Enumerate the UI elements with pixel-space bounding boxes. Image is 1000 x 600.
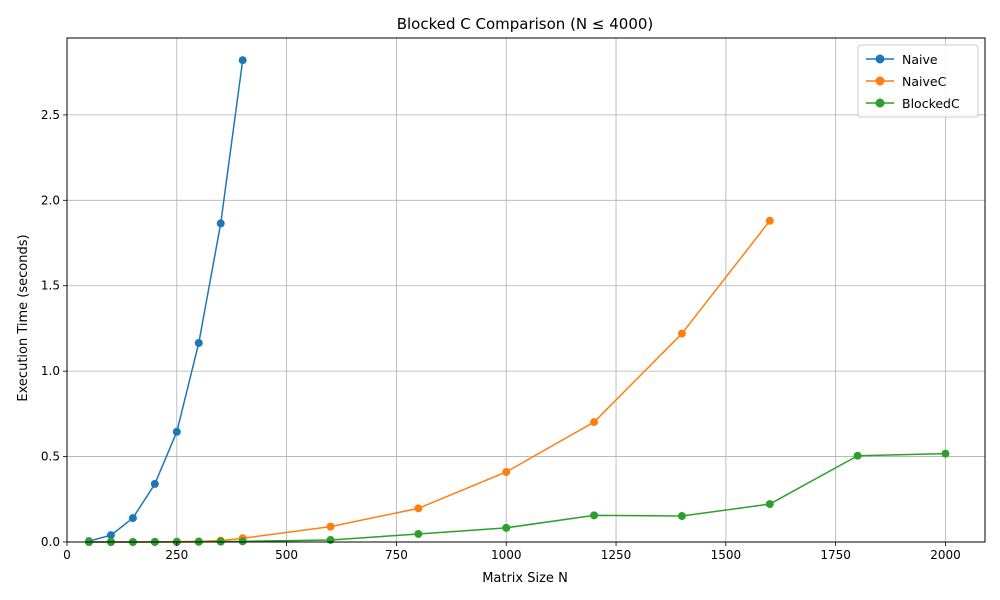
- x-tick-label: 1500: [711, 548, 742, 562]
- x-axis-label: Matrix Size N: [482, 571, 568, 586]
- data-point-blockedc: [238, 537, 247, 546]
- plot-area: [67, 38, 985, 542]
- data-point-blockedc: [677, 512, 686, 521]
- x-tick-label: 1750: [820, 548, 851, 562]
- data-point-naive: [128, 514, 137, 523]
- y-tick-label: 2.5: [41, 108, 60, 122]
- data-point-naive: [194, 338, 203, 347]
- y-axis-label: Execution Time (seconds): [16, 234, 31, 401]
- legend: Naive NaiveC BlockedC: [857, 44, 979, 118]
- x-tick-label: 0: [63, 548, 71, 562]
- data-point-naivec: [326, 522, 335, 531]
- data-point-blockedc: [853, 451, 862, 460]
- legend-label-naive: Naive: [902, 52, 938, 67]
- series-line-naive: [88, 60, 244, 542]
- series-naive: [84, 56, 247, 546]
- legend-label-naivec: NaiveC: [902, 74, 947, 89]
- y-tick-label: 0.0: [41, 535, 60, 549]
- data-point-naivec: [590, 418, 599, 427]
- data-point-naive: [216, 219, 225, 228]
- data-point-blockedc: [941, 449, 950, 458]
- y-tick-label: 1.0: [41, 364, 60, 378]
- data-point-naivec: [677, 329, 686, 338]
- x-tick-label: 2000: [930, 548, 961, 562]
- data-point-blockedc: [326, 535, 335, 544]
- data-point-blockedc: [765, 500, 774, 509]
- legend-label-blockedc: BlockedC: [902, 96, 960, 111]
- y-tick-label: 0.5: [41, 450, 60, 464]
- data-point-naive: [106, 531, 115, 540]
- axis-ticks: 0 250 500 750 1000 1250 1500 1750 2000 0.0 0.5 1.0 1…: [41, 108, 961, 562]
- y-tick-label: 2.0: [41, 193, 60, 207]
- data-point-blockedc: [590, 511, 599, 520]
- x-tick-label: 250: [165, 548, 188, 562]
- legend-marker-naivec: [875, 76, 885, 86]
- data-point-naive: [238, 56, 247, 65]
- x-tick-label: 500: [275, 548, 298, 562]
- data-point-blockedc: [502, 523, 511, 532]
- legend-box: [857, 44, 979, 118]
- legend-marker-naive: [875, 54, 885, 64]
- chart-title: Blocked C Comparison (N ≤ 4000): [397, 15, 654, 33]
- data-point-naive: [172, 427, 181, 436]
- data-point-naivec: [414, 504, 423, 513]
- plot-frame: [66, 37, 986, 543]
- x-tick-label: 1000: [491, 548, 522, 562]
- y-tick-label: 1.5: [41, 279, 60, 293]
- data-point-naivec: [502, 467, 511, 476]
- data-point-naive: [150, 479, 159, 488]
- x-tick-label: 750: [385, 548, 408, 562]
- data-point-blockedc: [414, 529, 423, 538]
- x-tick-label: 1250: [601, 548, 632, 562]
- data-point-naivec: [765, 216, 774, 225]
- legend-marker-blockedc: [875, 98, 885, 108]
